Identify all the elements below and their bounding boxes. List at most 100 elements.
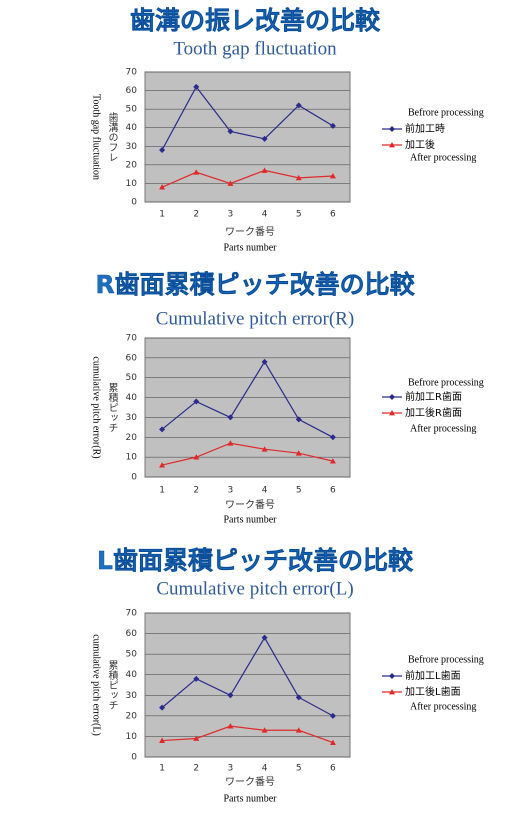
x-tick-label: 4 — [262, 486, 268, 496]
legend-marker — [389, 142, 395, 148]
y-tick-label: 30 — [126, 413, 138, 423]
data-point — [329, 122, 336, 129]
y-tick-label: 10 — [126, 453, 138, 463]
legend-annotation: Befrore processing — [408, 377, 484, 388]
y-tick-label: 50 — [126, 373, 138, 383]
chart-subtitle: Cumulative pitch error(R) — [156, 308, 354, 329]
data-point — [329, 434, 336, 441]
legend-annotation: Befrore processing — [408, 654, 484, 665]
data-line — [162, 725, 334, 744]
x-tick-label: 1 — [159, 486, 165, 496]
legend-label: 前加工R歯面 — [405, 390, 462, 403]
data-point — [193, 169, 200, 175]
y-tick-label: 10 — [126, 732, 138, 742]
y-tick-label: 50 — [126, 105, 138, 115]
data-line — [161, 85, 334, 151]
y-tick-label: 70 — [126, 334, 138, 344]
y-axis-label: 累積ピッチ — [106, 660, 118, 710]
y-axis-label-en: cumulative pitch error(L) — [91, 634, 102, 736]
data-point — [159, 737, 166, 743]
x-tick-label: 2 — [193, 486, 199, 496]
data-line — [161, 169, 333, 188]
x-axis-label-en: Parts number — [223, 514, 277, 525]
x-tick-label: 3 — [228, 486, 234, 496]
chart-subtitle: Cumulative pitch error(L) — [156, 578, 353, 599]
data-line — [161, 442, 334, 466]
data-point — [193, 454, 200, 460]
data-point — [159, 184, 166, 190]
legend-annotation: After processing — [410, 423, 476, 434]
legend-label: 前加工L歯面 — [405, 669, 461, 682]
y-tick-label: 20 — [126, 160, 138, 170]
legend-label: 前加工時 — [405, 122, 445, 135]
x-tick-label: 6 — [330, 764, 336, 774]
data-point — [295, 174, 302, 181]
legend-label: 加工後 — [405, 138, 435, 151]
data-point — [261, 634, 268, 641]
data-point — [227, 440, 234, 446]
legend-marker — [389, 126, 395, 132]
y-tick-label: 0 — [131, 473, 137, 483]
x-axis-label: ワーク番号 — [225, 776, 275, 788]
x-axis-label: ワーク番号 — [225, 226, 275, 238]
data-point — [159, 426, 166, 433]
data-point — [261, 727, 268, 733]
data-point — [295, 727, 302, 733]
legend-annotation: Befrore processing — [408, 107, 484, 118]
data-point — [227, 414, 234, 421]
chart-subtitle: Tooth gap fluctuation — [173, 38, 337, 59]
x-tick-label: 3 — [228, 764, 234, 774]
data-point — [261, 167, 268, 173]
x-tick-label: 4 — [262, 764, 268, 774]
data-point — [227, 723, 234, 729]
y-tick-label: 40 — [126, 393, 138, 403]
legend-marker — [389, 410, 395, 416]
y-tick-label: 20 — [126, 711, 138, 721]
plot-area — [144, 612, 351, 758]
y-tick-label: 10 — [126, 179, 138, 189]
x-axis-label-en: Parts number — [223, 242, 277, 253]
data-point — [295, 102, 302, 109]
data-point — [295, 694, 302, 701]
data-point — [193, 675, 200, 682]
data-point — [295, 450, 302, 456]
data-point — [329, 173, 336, 179]
y-tick-label: 50 — [126, 650, 138, 660]
data-point — [159, 704, 166, 711]
legend-annotation: After processing — [410, 701, 476, 712]
y-axis-label: 累積ピッチ — [106, 382, 118, 432]
x-axis-label: ワーク番号 — [225, 499, 275, 511]
x-axis-label-en: Parts number — [223, 793, 277, 804]
data-point — [295, 416, 302, 423]
x-tick-label: 5 — [296, 764, 302, 774]
chart-title: 歯溝の振レ改善の比較 — [130, 6, 381, 35]
data-point — [261, 446, 268, 452]
legend-marker — [389, 394, 395, 400]
legend-annotation: After processing — [410, 152, 476, 163]
y-tick-label: 60 — [126, 353, 138, 363]
legend-label: 加工後L歯面 — [405, 685, 461, 698]
data-line — [161, 360, 334, 438]
data-point — [329, 712, 336, 719]
data-point — [193, 735, 200, 741]
y-tick-label: 0 — [131, 753, 137, 763]
data-point — [261, 358, 268, 365]
chart-title: L歯面累積ピッチ改善の比較 — [97, 546, 414, 575]
legend-label: 加工後R歯面 — [405, 406, 462, 419]
plot-area — [144, 71, 351, 203]
y-tick-label: 70 — [126, 68, 138, 78]
x-tick-label: 5 — [296, 486, 302, 496]
x-tick-label: 6 — [330, 210, 336, 220]
data-point — [159, 462, 166, 468]
y-tick-label: 30 — [126, 691, 138, 701]
legend-marker — [389, 689, 395, 695]
data-point — [329, 739, 336, 745]
x-tick-label: 5 — [296, 210, 302, 220]
x-tick-label: 2 — [193, 764, 199, 774]
y-axis-label-en: cumulative pitch error(R) — [91, 356, 102, 458]
data-point — [193, 83, 200, 90]
data-point — [329, 458, 336, 464]
data-point — [227, 180, 234, 186]
chart-title: R歯面累積ピッチ改善の比較 — [95, 270, 415, 299]
